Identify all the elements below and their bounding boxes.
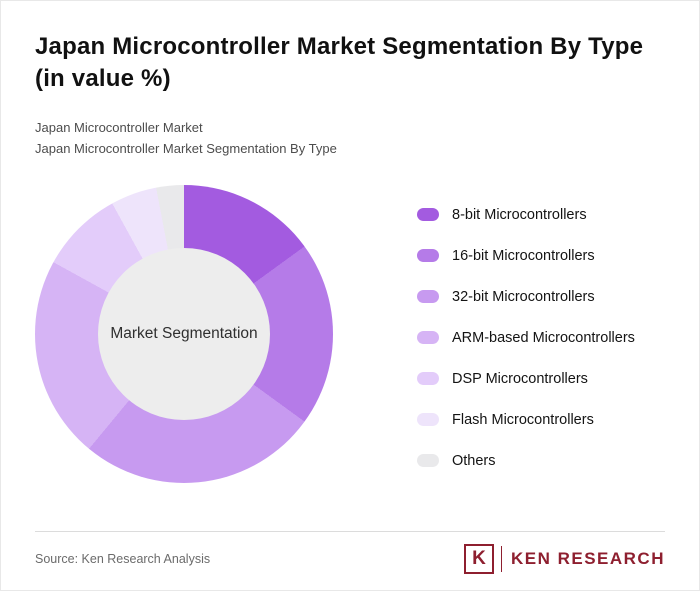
legend-swatch bbox=[417, 290, 439, 304]
subtitle-segmentation: Japan Microcontroller Market Segmentatio… bbox=[35, 140, 337, 156]
legend-item: 16-bit Microcontrollers bbox=[417, 248, 635, 264]
legend-item: Flash Microcontrollers bbox=[417, 412, 635, 428]
donut-chart: Market Segmentation bbox=[35, 184, 333, 483]
legend-item: ARM-based Microcontrollers bbox=[417, 330, 635, 346]
legend-item: DSP Microcontrollers bbox=[417, 371, 635, 387]
legend-label: Others bbox=[452, 452, 496, 469]
legend-label: ARM-based Microcontrollers bbox=[452, 329, 635, 346]
legend-label: 8-bit Microcontrollers bbox=[452, 206, 587, 223]
logo-text: KEN RESEARCH bbox=[510, 549, 665, 568]
legend-label: 16-bit Microcontrollers bbox=[452, 247, 595, 264]
legend-swatch bbox=[417, 413, 439, 427]
logo-k-icon: K bbox=[463, 544, 494, 574]
legend-item: 32-bit Microcontrollers bbox=[417, 289, 635, 305]
chart-area: Market Segmentation 8-bit Microcontrolle… bbox=[35, 184, 665, 494]
source-text: Source: Ken Research Analysis bbox=[35, 552, 211, 566]
page-title: Japan Microcontroller Market Segmentatio… bbox=[35, 31, 665, 95]
legend-swatch bbox=[417, 372, 439, 386]
donut-center-label: Market Segmentation bbox=[110, 324, 258, 342]
legend-swatch bbox=[417, 331, 439, 345]
legend-swatch bbox=[417, 208, 439, 222]
legend-label: DSP Microcontrollers bbox=[452, 370, 588, 387]
report-card: Japan Microcontroller Market Segmentatio… bbox=[1, 1, 699, 494]
chart-legend: 8-bit Microcontrollers 16-bit Microcontr… bbox=[417, 207, 635, 494]
logo-separator-bar bbox=[500, 546, 502, 572]
legend-label: 32-bit Microcontrollers bbox=[452, 288, 595, 305]
title-line-2: (in value %) bbox=[35, 64, 171, 92]
legend-label: Flash Microcontrollers bbox=[452, 411, 594, 428]
legend-item: Others bbox=[417, 453, 635, 469]
subtitle-market: Japan Microcontroller Market bbox=[35, 119, 203, 135]
legend-swatch bbox=[417, 249, 439, 263]
legend-item: 8-bit Microcontrollers bbox=[417, 207, 635, 223]
donut-center: Market Segmentation bbox=[98, 247, 270, 420]
legend-swatch bbox=[417, 454, 439, 468]
ken-research-logo: K KEN RESEARCH bbox=[463, 544, 665, 574]
title-line-1: Japan Microcontroller Market Segmentatio… bbox=[35, 33, 644, 60]
subtitle-block: Japan Microcontroller Market Japan Micro… bbox=[35, 117, 665, 159]
footer: Source: Ken Research Analysis K KEN RESE… bbox=[35, 531, 665, 574]
